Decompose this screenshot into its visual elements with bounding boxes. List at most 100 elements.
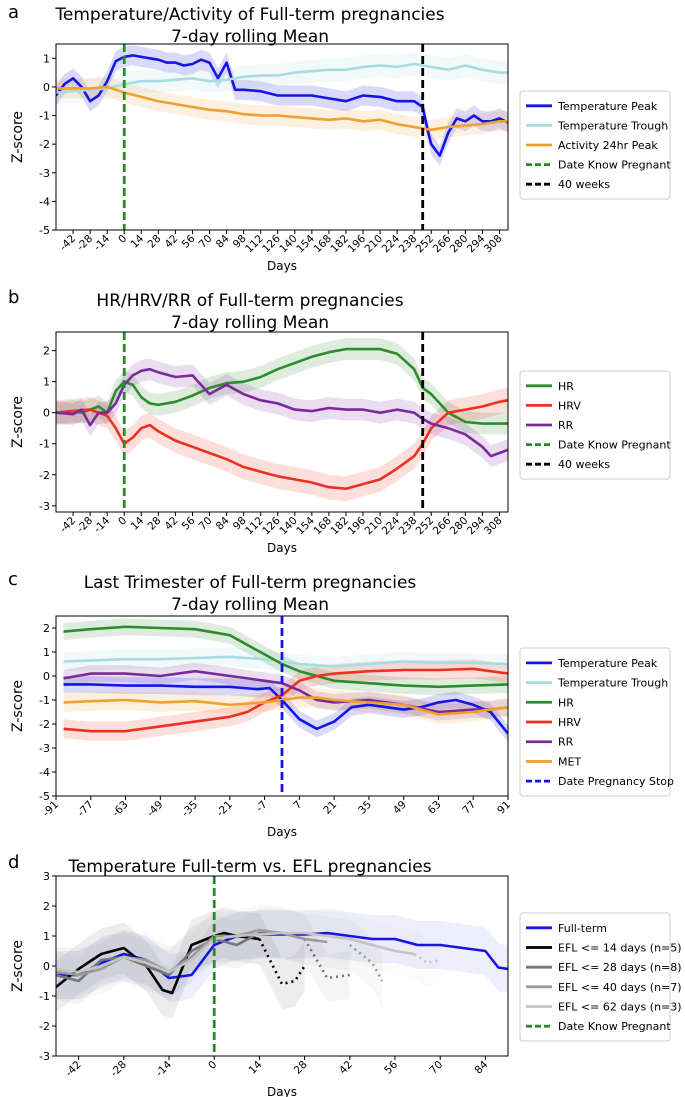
- legend-item-rr: RR: [526, 736, 574, 749]
- series-dotted-efl-28-days-n-8: [303, 938, 350, 980]
- legend-item-activity-24hr-peak: Activity 24hr Peak: [526, 139, 658, 152]
- x-tick-label: 28: [146, 233, 164, 251]
- legend-label: EFL <= 40 days (n=7): [558, 981, 682, 994]
- y-tick-label: 1: [43, 646, 50, 659]
- panel-letter: b: [8, 287, 19, 308]
- band-rr: [56, 358, 508, 467]
- y-tick-label: -3: [39, 1050, 50, 1063]
- legend-item-met: MET: [526, 755, 581, 768]
- x-tick-label: 308: [482, 233, 505, 256]
- x-tick-label: -49: [145, 799, 166, 820]
- y-axis-label: Z-score: [10, 680, 26, 732]
- x-tick-label: 21: [321, 799, 339, 817]
- series-line-temperature-trough: [63, 655, 508, 668]
- series-line-activity-24hr-peak: [56, 85, 508, 132]
- band-hr: [56, 338, 508, 435]
- legend-box: [519, 912, 671, 1042]
- y-tick-label: -1: [39, 438, 50, 451]
- legend-label: Temperature Trough: [557, 677, 668, 690]
- y-tick-label: -3: [39, 742, 50, 755]
- legend-label: Date Know Pregnant: [558, 1020, 671, 1033]
- series-dotted-efl-62-days-n-3: [413, 952, 441, 965]
- legend-item-temperature-peak: Temperature Peak: [526, 657, 658, 670]
- y-tick-label: 0: [43, 960, 50, 973]
- x-tick-label: 70: [197, 515, 215, 533]
- legend-item-efl-40-days-n-7: EFL <= 40 days (n=7): [526, 981, 682, 994]
- y-tick-label: 2: [43, 622, 50, 635]
- x-axis-label: Days: [267, 825, 297, 839]
- series-line-efl-62-days-n-3: [56, 931, 415, 974]
- series-line-temperature-peak: [56, 54, 508, 157]
- y-tick-label: -2: [39, 138, 50, 151]
- x-tick-label: 84: [214, 232, 232, 250]
- legend-item-hr: HR: [526, 380, 574, 393]
- x-tick-label: 84: [473, 1058, 491, 1076]
- series-line-efl-14-days-n-5: [56, 931, 260, 995]
- legend-item-rr: RR: [526, 419, 574, 432]
- band-efl-40-days-n-7: [56, 904, 383, 1007]
- y-tick-label: -5: [39, 224, 50, 237]
- legend: Temperature Peak Temperature Trough HR HRV R…: [519, 647, 674, 797]
- x-tick-label: 308: [482, 515, 505, 538]
- legend-label: Full-term: [558, 922, 607, 935]
- x-tick-label: 28: [146, 515, 164, 533]
- chart-subtitle: 7-day rolling Mean: [171, 27, 329, 47]
- x-tick-label: -77: [75, 799, 96, 820]
- x-tick-label: -35: [180, 799, 201, 820]
- legend-label: MET: [558, 755, 581, 768]
- y-tick-label: 1: [43, 376, 50, 389]
- plot-area: [63, 618, 508, 742]
- x-tick-label: 49: [391, 799, 409, 817]
- y-axis-label: Z-score: [10, 111, 26, 163]
- series-dotted-efl-40-days-n-7: [348, 943, 384, 982]
- chart-subtitle: 7-day rolling Mean: [171, 595, 329, 615]
- x-tick-label: 14: [128, 232, 146, 250]
- x-axis-label: Days: [267, 541, 297, 555]
- y-tick-label: 1: [43, 52, 50, 65]
- legend: HR HRV RR Date Know Pregnant 40 weeks: [519, 370, 671, 480]
- legend-item-efl-14-days-n-5: EFL <= 14 days (n=5): [526, 942, 682, 955]
- y-tick-label: 0: [43, 407, 50, 420]
- x-tick-label: 7: [291, 799, 304, 812]
- x-tick-label: 77: [460, 799, 478, 817]
- y-tick-label: 2: [43, 900, 50, 913]
- x-tick-label: 56: [382, 1058, 400, 1076]
- legend-item-full-term: Full-term: [526, 922, 607, 935]
- legend-item-hrv: HRV: [526, 399, 581, 412]
- y-tick-label: 1: [43, 930, 50, 943]
- x-tick-label: -7: [254, 799, 270, 815]
- chart-title: Temperature/Activity of Full-term pregna…: [54, 5, 444, 25]
- y-tick-label: 0: [43, 670, 50, 683]
- legend-label: Date Know Pregnant: [558, 439, 671, 452]
- x-tick-label: 0: [206, 1059, 219, 1072]
- plot-area: [56, 904, 508, 1019]
- series-line-rr: [56, 367, 508, 458]
- series-line-hr: [56, 347, 508, 425]
- x-tick-label: 63: [426, 799, 444, 817]
- y-tick-label: 2: [43, 345, 50, 358]
- x-tick-label: 56: [180, 514, 198, 532]
- plot-area: [56, 45, 508, 166]
- panel-d: d Temperature Full-term vs. EFL pregnanci…: [8, 852, 682, 1097]
- x-tick-label: 28: [292, 1059, 310, 1077]
- x-axis-label: Days: [267, 1085, 297, 1097]
- y-tick-label: -1: [39, 694, 50, 707]
- axes-frame: [55, 331, 509, 513]
- y-tick-label: -2: [39, 1020, 50, 1033]
- legend: Full-term EFL <= 14 days (n=5) EFL <= 28 d…: [519, 912, 682, 1042]
- legend-label: RR: [558, 736, 574, 749]
- legend-item-hrv: HRV: [526, 716, 581, 729]
- panel-letter: a: [8, 2, 19, 23]
- y-tick-label: 3: [43, 870, 50, 883]
- x-tick-label: -63: [110, 799, 131, 820]
- legend-label: Activity 24hr Peak: [558, 139, 658, 152]
- legend: Temperature Peak Temperature Trough Activi…: [519, 90, 671, 200]
- x-axis-label: Days: [267, 259, 297, 273]
- x-tick-label: -28: [108, 1059, 129, 1080]
- series-dotted-efl-14-days-n-5: [258, 938, 306, 986]
- legend-label: HRV: [558, 399, 581, 412]
- x-tick-label: 35: [356, 799, 374, 817]
- y-tick-label: -2: [39, 469, 50, 482]
- band-hr: [63, 618, 508, 696]
